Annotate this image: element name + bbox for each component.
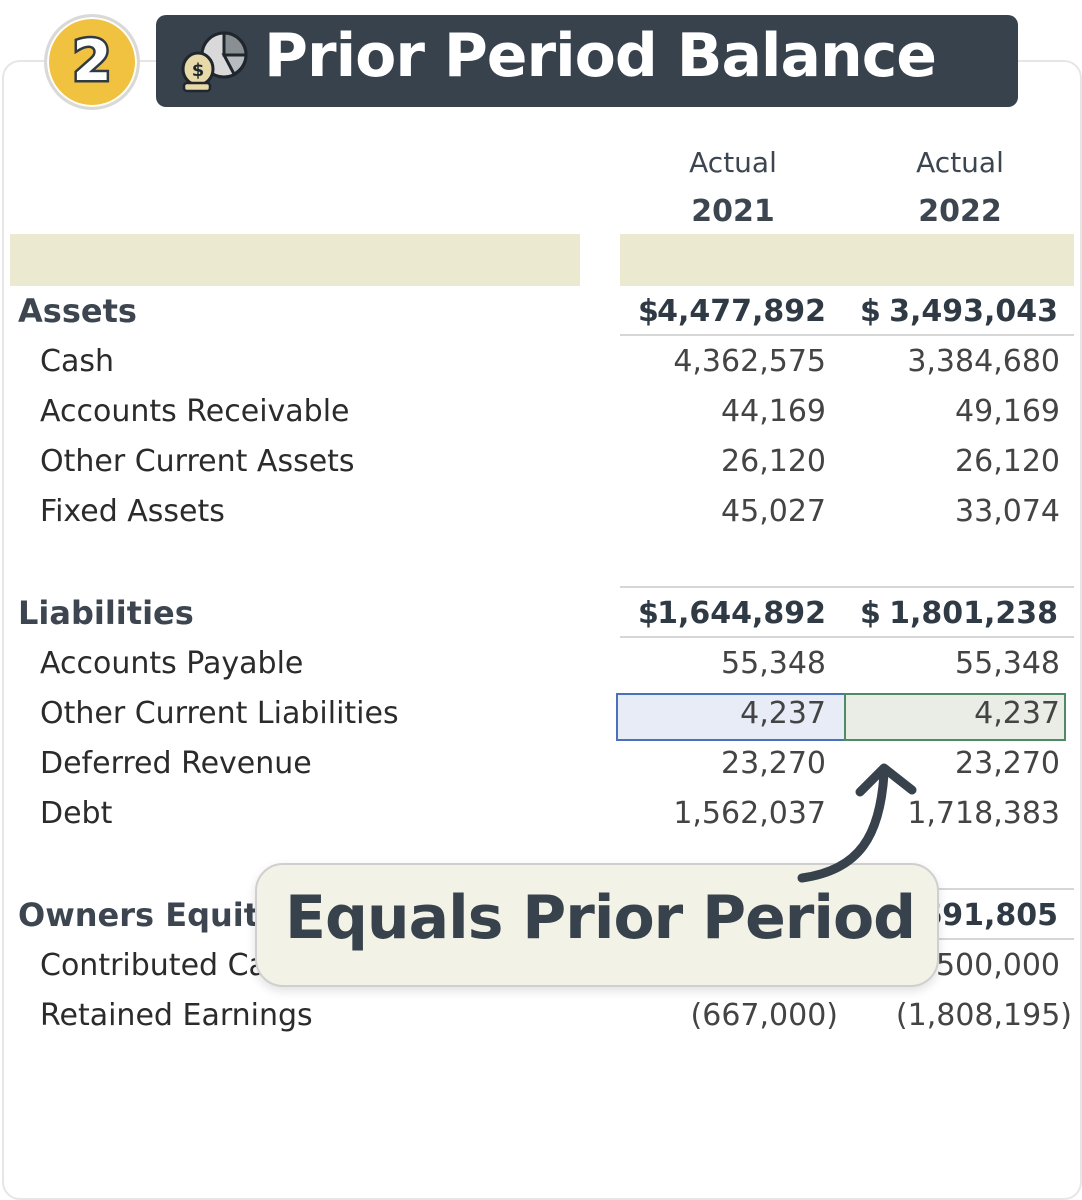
liabilities-total-2022: 1,801,238 [889,596,1058,631]
value-2021: 23,270 [721,746,826,781]
value-2021: (667,000) [690,998,838,1033]
currency-symbol: $ [860,294,881,329]
header-band-left [10,234,580,286]
value-2022: 55,348 [955,646,1060,681]
value-2022: 23,270 [955,746,1060,781]
row-label: Cash [40,344,114,379]
currency-symbol: $ [638,596,659,631]
col1-label: Actual [689,146,777,179]
svg-text:$: $ [192,60,205,81]
row-label: Retained Earnings [40,998,313,1033]
value-2022: 26,120 [955,444,1060,479]
value-2022: ,500,000 [926,948,1060,983]
step-badge: 2 [44,14,140,110]
liabilities-total-2021: 1,644,892 [657,596,826,631]
row-label: Debt [40,796,113,831]
row-label: Other Current Assets [40,444,355,479]
row-label: Fixed Assets [40,494,225,529]
divider [620,586,1074,588]
value-2022: 4,237 [974,696,1060,731]
callout-text: Equals Prior Period [285,883,916,953]
divider [620,636,1074,638]
header-band-right [620,234,1074,286]
value-2022: 3,384,680 [907,344,1060,379]
value-2022: 49,169 [955,394,1060,429]
assets-total-2022: 3,493,043 [889,294,1058,329]
row-label: Accounts Payable [40,646,304,681]
col2-year: 2022 [918,194,1002,229]
value-2021: 4,362,575 [673,344,826,379]
value-2021: 26,120 [721,444,826,479]
section-liabilities-label: Liabilities [18,594,194,632]
selected-cell-2022[interactable] [844,693,1066,741]
equity-total-2022: 691,805 [921,898,1058,933]
value-2022: 1,718,383 [907,796,1060,831]
value-2021: 55,348 [721,646,826,681]
value-2022: (1,808,195) [895,998,1072,1033]
col2-label: Actual [916,146,1004,179]
curved-arrow-up-icon [797,763,917,883]
value-2021: 45,027 [721,494,826,529]
currency-symbol: $ [860,596,881,631]
page-title: Prior Period Balance [264,21,937,91]
title-banner: $ Prior Period Balance [156,15,1018,107]
value-2021: 4,237 [740,696,826,731]
row-label: Contributed Ca [40,948,267,983]
value-2022: 33,074 [955,494,1060,529]
col1-year: 2021 [691,194,775,229]
row-label: Other Current Liabilities [40,696,399,731]
section-assets-label: Assets [18,292,137,330]
row-label: Deferred Revenue [40,746,312,781]
money-bag-pie-chart-icon: $ [181,31,248,93]
callout-box: Equals Prior Period [255,863,939,987]
value-2021: 44,169 [721,394,826,429]
row-label: Accounts Receivable [40,394,350,429]
section-equity-label: Owners Equit [18,896,260,934]
currency-symbol: $ [638,294,659,329]
value-2021: 1,562,037 [673,796,826,831]
assets-total-2021: 4,477,892 [657,294,826,329]
divider [620,334,1074,336]
